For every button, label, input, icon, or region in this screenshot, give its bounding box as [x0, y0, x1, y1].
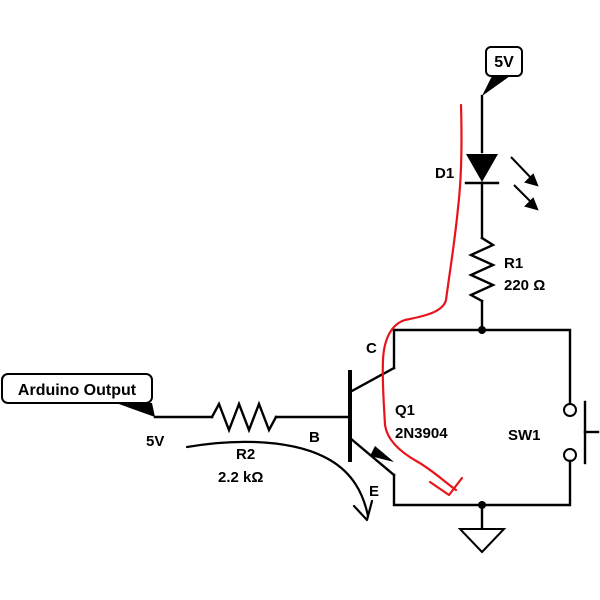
- pin-c-label: C: [366, 340, 377, 357]
- arduino-output-flag: Arduino Output: [1, 373, 155, 417]
- led-ref-label: D1: [435, 165, 454, 182]
- q1-part-label: 2N3904: [395, 425, 448, 442]
- flag-pointer: [116, 403, 155, 417]
- collector-diagonal: [348, 366, 396, 394]
- base-current-arrowhead: [352, 499, 374, 522]
- current-path-arrowhead: [428, 476, 464, 497]
- q1-ref-label: Q1: [395, 402, 415, 419]
- sw1-ref-label: SW1: [508, 427, 541, 444]
- current-path-annotation: [381, 103, 463, 492]
- base-current-annotation: [185, 440, 370, 518]
- resistor-icon: [468, 236, 496, 303]
- pin-b-label: B: [309, 429, 320, 446]
- resistor-r1: R1 220 Ω: [468, 236, 545, 303]
- light-emission-arrows-icon: [510, 156, 539, 211]
- supply-5v-flag: 5V: [482, 46, 523, 96]
- supply-flag-label: 5V: [494, 54, 514, 71]
- pin-e-label: E: [369, 483, 379, 500]
- led-icon: [466, 154, 498, 182]
- arduino-flag-label: Arduino Output: [18, 382, 137, 399]
- r2-ref-label: R2: [236, 446, 255, 463]
- collector-rail: [392, 328, 572, 407]
- led-d1: D1: [435, 154, 539, 211]
- pushbutton-switch-icon: [563, 403, 577, 417]
- r1-value-label: 220 Ω: [504, 277, 545, 294]
- pushbutton-switch-sw1: SW1: [508, 400, 600, 465]
- resistor-icon: [210, 400, 278, 434]
- r2-value-label: 2.2 kΩ: [218, 469, 263, 486]
- ground-icon: [457, 528, 507, 554]
- flag-pointer: [482, 76, 510, 96]
- switch-contact-lower: [563, 448, 577, 462]
- emitter-arrow-icon: [370, 446, 394, 462]
- resistor-r2: R2 2.2 kΩ: [210, 400, 278, 486]
- net-flag-icon: [1, 373, 153, 404]
- npn-transistor-q1: C B E Q1 2N3904: [309, 340, 448, 500]
- input-voltage-label: 5V: [146, 433, 164, 450]
- switch-lower-wire: [392, 459, 572, 507]
- r1-ref-label: R1: [504, 255, 523, 272]
